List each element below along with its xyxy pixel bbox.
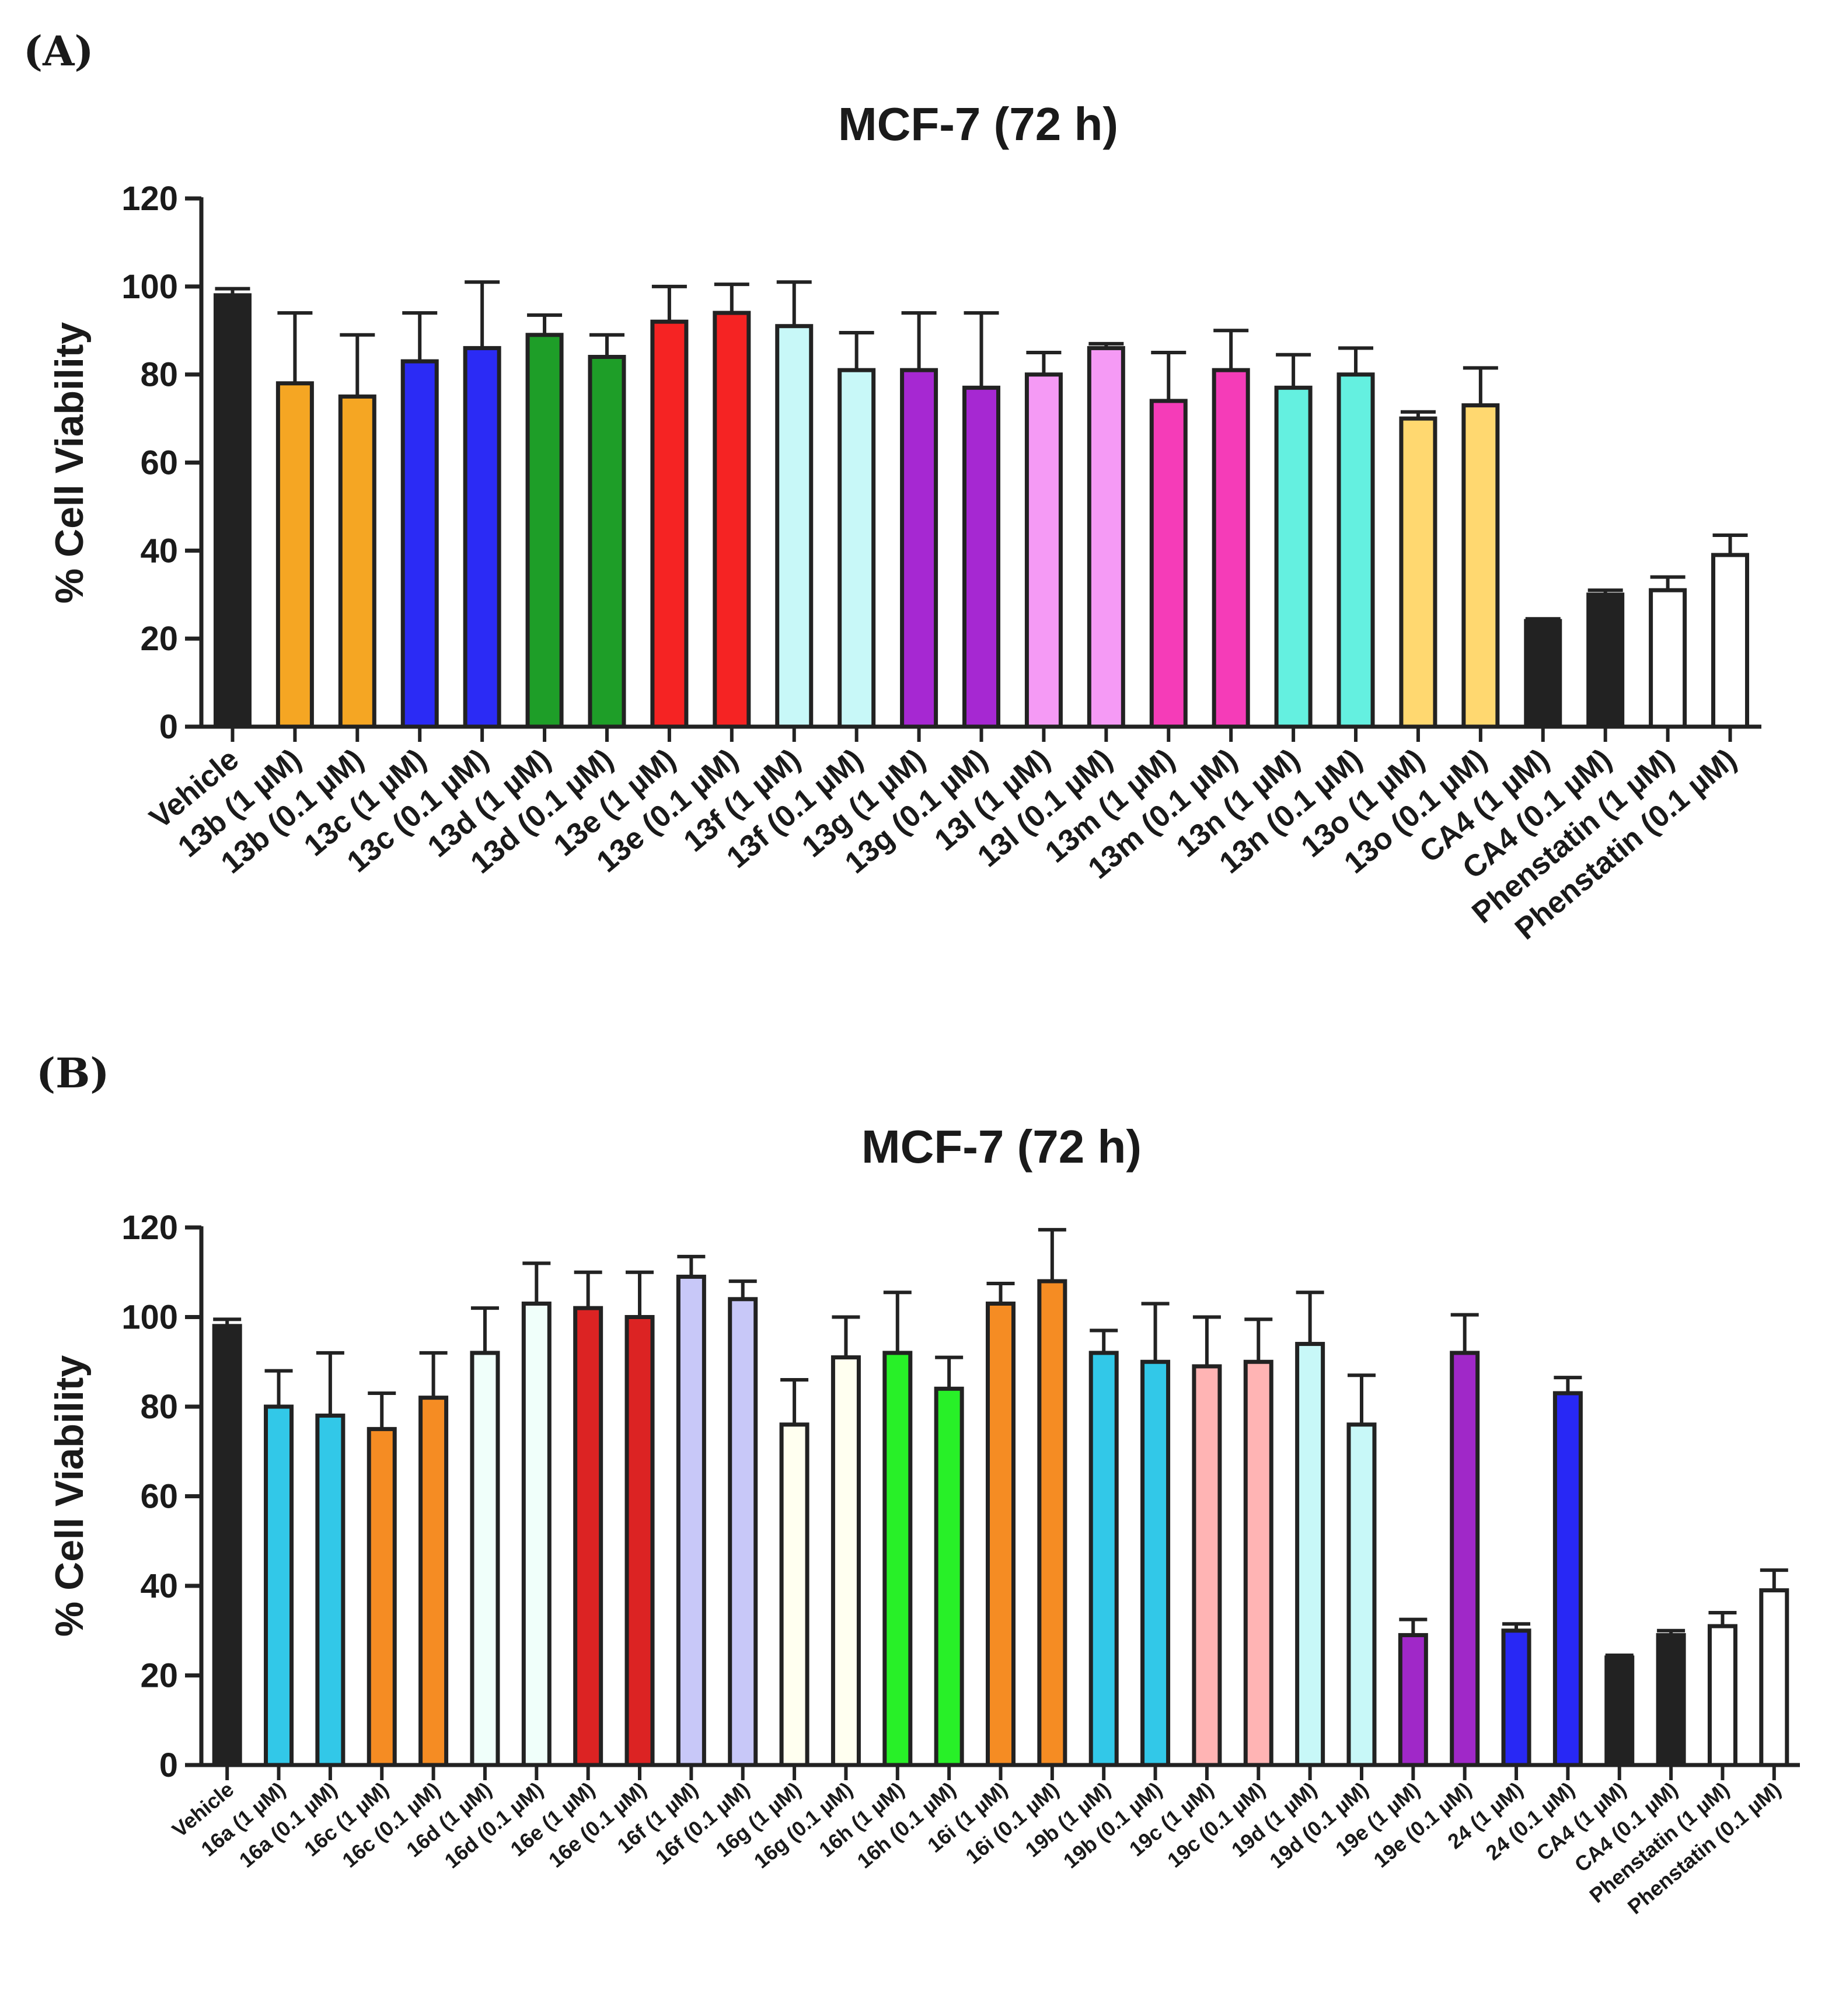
panel-b-bar (418, 1396, 449, 1767)
panel-a-bar (1524, 619, 1562, 729)
panel-b-label: (B) (36, 1049, 109, 1097)
panel-b-bar (521, 1301, 552, 1767)
panel-b-bar (573, 1306, 603, 1767)
panel-a-bar (1024, 372, 1063, 729)
panel-b-bar (1088, 1351, 1119, 1767)
panel-b: (B) MCF-7 (72 h) % Cell Viability 0 20 40 6… (36, 1049, 1800, 1919)
panel-a-y-tick-label: 40 (140, 532, 178, 570)
panel-b-bar (1552, 1391, 1583, 1767)
panel-b-bar (676, 1274, 706, 1767)
panel-a-y-tick-label: 60 (140, 444, 178, 482)
panel-b-bar (882, 1351, 913, 1767)
panel-a-y-tick-label: 20 (140, 620, 178, 658)
panel-b-y-axis-label: % Cell Viability (47, 1355, 92, 1637)
panel-a-y-tick-label: 100 (121, 268, 178, 306)
panel-b-y-tick-label: 120 (121, 1209, 178, 1247)
panel-a-bar (213, 293, 252, 729)
panel-a-y-tick-label: 80 (140, 356, 178, 394)
panel-b-y-tick-label: 40 (140, 1567, 178, 1605)
panel-a-bar (1649, 588, 1687, 729)
panel-b-bar (1759, 1588, 1789, 1767)
panel-b-bar (1656, 1633, 1686, 1767)
panel-a-bar (900, 368, 938, 729)
panel-b-y-tick-label: 100 (121, 1299, 178, 1337)
panel-b-bar (1037, 1279, 1067, 1767)
panel-a-bar (1274, 385, 1313, 729)
panel-b-y-tick-label: 20 (140, 1657, 178, 1695)
panel-a-bar (775, 324, 814, 729)
panel-a-bar (1212, 368, 1250, 729)
panel-a-y-tick-label: 120 (121, 180, 178, 218)
panel-b-bar (830, 1355, 861, 1767)
panel-b-bar (1295, 1342, 1325, 1767)
panel-b-bar (1501, 1628, 1531, 1767)
panel-a-y-axis-label: % Cell Viability (47, 322, 92, 604)
panel-b-bar (1398, 1633, 1428, 1767)
panel-a-bar (525, 333, 564, 729)
panel-a-bar (1461, 403, 1500, 729)
panel-a-bar (1711, 553, 1750, 729)
panel-b-bar (1707, 1624, 1737, 1767)
panel-a-bar (338, 394, 376, 729)
panel-b-bar (1450, 1351, 1480, 1767)
panel-a-bar (713, 311, 751, 729)
panel-a-y-tick-label: 0 (159, 708, 178, 746)
panel-a-title: MCF-7 (72 h) (838, 98, 1118, 150)
panel-a-bar (838, 368, 876, 729)
panel-b-y-tick-label: 60 (140, 1478, 178, 1516)
panel-a-bar (1586, 592, 1625, 729)
panel-b-bar (470, 1351, 500, 1767)
panel-a: (A) MCF-7 (72 h) % Cell Viability 0 20 40 6… (23, 27, 1761, 946)
panel-b-bar (1604, 1655, 1635, 1767)
panel-a-bar (588, 355, 626, 729)
panel-b-bar (624, 1315, 655, 1767)
panel-b-bar (1192, 1364, 1222, 1767)
panel-b-bar (1346, 1422, 1377, 1767)
panel-b-title: MCF-7 (72 h) (861, 1121, 1142, 1173)
panel-a-bar (1087, 346, 1125, 729)
panel-a-bar (275, 381, 314, 729)
panel-a-bar (1399, 416, 1437, 729)
panel-a-bar (650, 319, 689, 729)
panel-a-bar (400, 359, 439, 729)
panel-b-y-tick-label: 0 (159, 1746, 178, 1784)
panel-b-bar (367, 1426, 397, 1767)
panel-a-bar (1336, 372, 1375, 729)
panel-b-bar (1243, 1359, 1273, 1767)
panel-b-bar (728, 1297, 758, 1767)
panel-a-bar (463, 346, 501, 729)
panel-b-bar (1140, 1359, 1171, 1767)
panel-a-bar (962, 385, 1000, 729)
panel-b-bar (315, 1413, 346, 1767)
panel-b-bar (264, 1404, 294, 1767)
panel-a-label: (A) (23, 27, 94, 75)
panel-b-bar (212, 1324, 242, 1767)
panel-a-bar (1149, 399, 1188, 729)
panel-b-y-tick-label: 80 (140, 1388, 178, 1426)
panel-b-bar (934, 1386, 964, 1767)
panel-b-bar (986, 1301, 1016, 1767)
panel-b-bar (779, 1422, 809, 1767)
